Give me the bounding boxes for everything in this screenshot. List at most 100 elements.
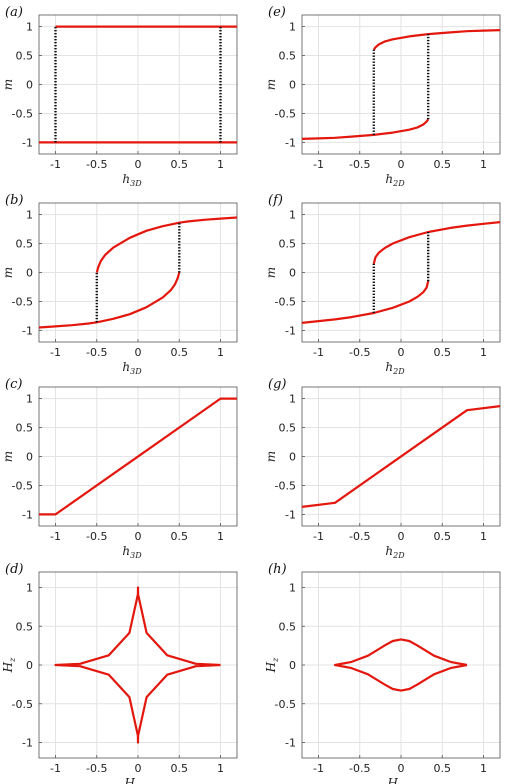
x-axis-label-subscript: 3D: [130, 179, 142, 188]
series-curve: [372, 221, 501, 265]
series-curve: [372, 29, 501, 51]
y-tick-label: -1: [22, 136, 33, 149]
x-tick-label: 1: [480, 346, 487, 359]
y-tick-label: -0.5: [275, 479, 296, 492]
y-tick-label: -0.5: [12, 107, 33, 120]
x-axis-label-main: h: [122, 172, 130, 186]
panel-letter: (h): [268, 562, 287, 577]
panel-d: -1-0.500.51-1-0.500.51(d)HxHz: [1, 562, 238, 784]
y-tick-label: -0.5: [275, 698, 296, 711]
y-axis-label: m: [1, 267, 15, 278]
y-axis-label: m: [1, 79, 15, 90]
y-axis-label: m: [264, 451, 278, 462]
panel-letter: (a): [5, 5, 23, 20]
x-tick-label: 1: [480, 158, 487, 171]
y-axis-label-main: m: [1, 451, 15, 462]
x-tick-label: 0.5: [434, 158, 452, 171]
y-tick-label: 0: [26, 79, 33, 92]
x-axis-label: Hx: [387, 776, 403, 784]
y-tick-label: -1: [285, 136, 296, 149]
x-axis-label: h2D: [385, 544, 405, 560]
x-tick-label: 0: [398, 346, 405, 359]
x-axis-label-subscript: 2D: [392, 367, 405, 376]
y-tick-label: -1: [285, 508, 296, 521]
x-tick-label: 0.5: [171, 158, 189, 171]
x-axis-label-main: h: [122, 360, 130, 374]
x-axis-label-subscript: 2D: [392, 179, 405, 188]
series-curve: [301, 405, 501, 508]
x-tick-label: -0.5: [86, 346, 107, 359]
y-axis-label: m: [264, 79, 278, 90]
x-tick-label: -1: [313, 346, 324, 359]
y-tick-label: -0.5: [12, 295, 33, 308]
y-tick-label: 0: [289, 79, 296, 92]
y-axis-label: m: [264, 267, 278, 278]
x-tick-label: 0.5: [171, 346, 189, 359]
x-tick-label: -0.5: [86, 762, 107, 775]
x-tick-label: 1: [480, 530, 487, 543]
series-curve: [39, 397, 237, 516]
y-axis-label-main: m: [1, 267, 15, 278]
x-tick-label: 0: [398, 158, 405, 171]
y-tick-label: -0.5: [275, 107, 296, 120]
panel-letter: (d): [5, 562, 23, 577]
x-tick-label: 0: [135, 530, 142, 543]
y-tick-label: -0.5: [12, 698, 33, 711]
x-axis-label-main: h: [122, 544, 130, 558]
x-tick-label: -0.5: [86, 530, 107, 543]
x-tick-label: 0: [135, 762, 142, 775]
x-axis-label: h3D: [122, 544, 142, 560]
x-tick-label: 0.5: [171, 530, 189, 543]
y-tick-label: 1: [26, 582, 33, 595]
x-axis-label-subscript: 3D: [130, 551, 142, 560]
y-axis-label: Hz: [264, 657, 280, 673]
panel-letter: (b): [5, 193, 23, 208]
y-axis-label-main: m: [264, 267, 278, 278]
x-axis-label: Hx: [124, 776, 140, 784]
x-tick-label: 0.5: [434, 530, 452, 543]
x-tick-label: 1: [480, 762, 487, 775]
x-tick-label: -0.5: [349, 158, 370, 171]
y-tick-label: -1: [22, 508, 33, 521]
x-tick-label: 0: [398, 762, 405, 775]
panel-letter: (g): [268, 377, 286, 392]
x-axis-label-main: h: [385, 172, 393, 186]
y-axis-label-main: H: [264, 661, 278, 673]
x-tick-label: -1: [50, 762, 61, 775]
y-tick-label: -0.5: [12, 479, 33, 492]
series-curve: [54, 586, 221, 744]
x-axis-label-subscript: 3D: [130, 367, 142, 376]
series-curve: [301, 118, 430, 140]
y-tick-label: 0.5: [16, 620, 34, 633]
panel-h: -1-0.500.51-1-0.500.51(h)HxHz: [264, 562, 501, 784]
x-tick-label: 0: [135, 158, 142, 171]
y-tick-label: 0.5: [16, 238, 34, 251]
x-tick-label: 1: [217, 762, 224, 775]
x-axis-label-main: H: [124, 776, 136, 784]
x-axis-label-main: H: [387, 776, 399, 784]
series-curve: [301, 280, 430, 324]
series-curve: [333, 638, 468, 692]
series-curve: [38, 272, 181, 329]
x-axis-label: h3D: [122, 172, 142, 188]
y-tick-label: 0.5: [279, 620, 297, 633]
y-tick-label: 0: [289, 267, 296, 280]
y-tick-label: 0.5: [16, 422, 34, 435]
x-axis-label-main: h: [385, 544, 393, 558]
x-axis-label-main: h: [385, 360, 393, 374]
panel-letter: (c): [5, 377, 22, 392]
y-tick-label: 0.5: [279, 422, 297, 435]
y-axis-label-subscript: z: [8, 657, 17, 663]
y-tick-label: 0.5: [16, 50, 34, 63]
x-tick-label: 0.5: [171, 762, 189, 775]
x-tick-label: -0.5: [349, 346, 370, 359]
x-tick-label: 1: [217, 158, 224, 171]
y-tick-label: 0: [289, 659, 296, 672]
x-tick-label: -1: [50, 158, 61, 171]
y-tick-label: 0: [26, 267, 33, 280]
x-tick-label: -1: [313, 530, 324, 543]
y-tick-label: 1: [289, 393, 296, 406]
x-axis-label: h2D: [385, 360, 405, 376]
